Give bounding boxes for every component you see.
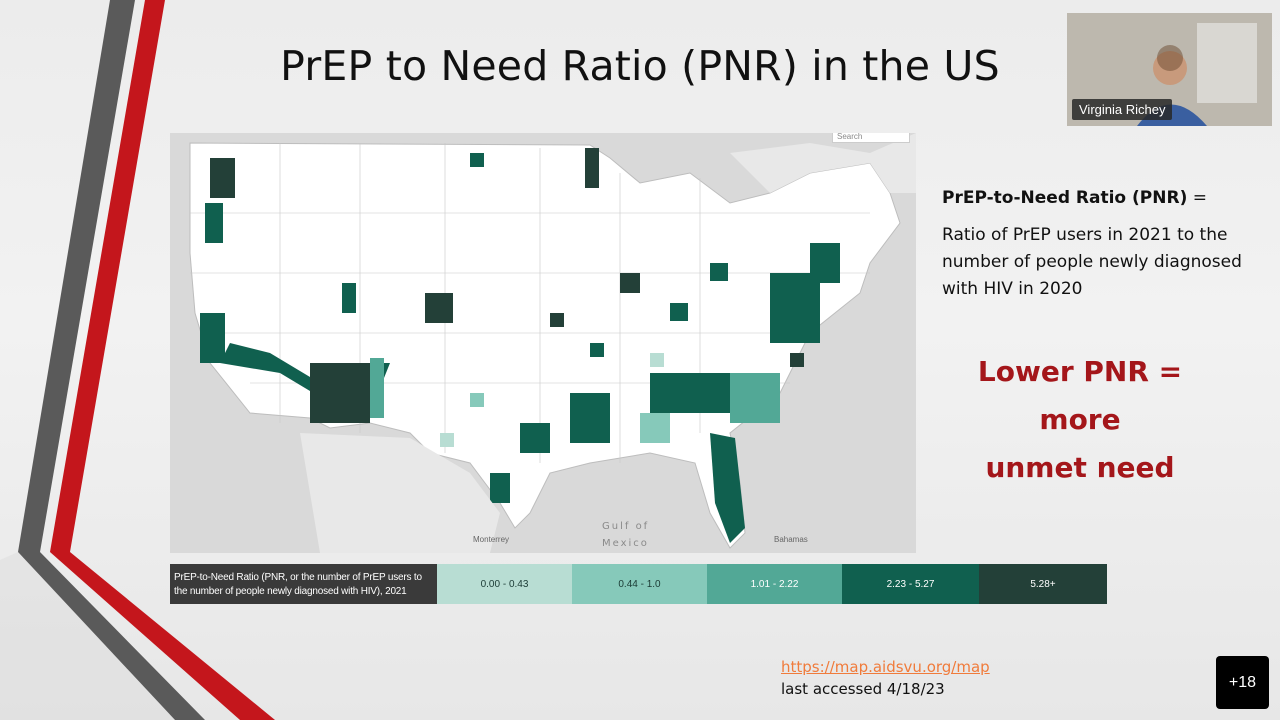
emphasis-block: Lower PNR = more unmet need xyxy=(950,348,1210,492)
participant-name: Virginia Richey xyxy=(1072,99,1173,120)
legend-bin-1: 0.00 - 0.43 xyxy=(437,564,572,604)
city-label-monterrey: Monterrey xyxy=(473,535,510,544)
emphasis-line-2: more xyxy=(1039,403,1121,436)
ocean-label-mexico: Mexico xyxy=(602,538,649,549)
map-search-box[interactable]: Search xyxy=(832,133,910,143)
emphasis-line-1: Lower PNR = xyxy=(977,355,1183,388)
emphasis-line-3: unmet need xyxy=(985,451,1175,484)
source-link[interactable]: https://map.aidsvu.org/map xyxy=(781,658,990,676)
definition-block: PrEP-to-Need Ratio (PNR) = Ratio of PrEP… xyxy=(942,185,1242,303)
participant-video-tile[interactable]: Virginia Richey xyxy=(1067,13,1272,126)
map-legend: PrEP-to-Need Ratio (PNR, or the number o… xyxy=(170,564,1107,604)
source-citation: https://map.aidsvu.org/map last accessed… xyxy=(781,656,990,700)
definition-term: PrEP-to-Need Ratio (PNR) xyxy=(942,188,1188,208)
ocean-label-gulf: Gulf of xyxy=(602,521,650,532)
definition-equals: = xyxy=(1192,188,1207,208)
decorative-stripes xyxy=(0,0,275,720)
legend-title: PrEP-to-Need Ratio (PNR, or the number o… xyxy=(170,564,437,604)
legend-bin-2: 0.44 - 1.0 xyxy=(572,564,707,604)
county-patches xyxy=(200,148,840,543)
map-canvas xyxy=(170,133,916,553)
legend-bin-4: 2.23 - 5.27 xyxy=(842,564,979,604)
legend-bin-5: 5.28+ xyxy=(979,564,1107,604)
legend-bin-3: 1.01 - 2.22 xyxy=(707,564,842,604)
source-note: last accessed 4/18/23 xyxy=(781,680,945,698)
definition-text: Ratio of PrEP users in 2021 to the numbe… xyxy=(942,225,1242,299)
more-participants-button[interactable]: +18 xyxy=(1216,656,1269,709)
city-label-bahamas: Bahamas xyxy=(774,535,808,544)
slide-title: PrEP to Need Ratio (PNR) in the US xyxy=(280,42,1000,90)
us-county-map[interactable]: Search Gulf of Mexico Monterrey Bahamas xyxy=(170,133,916,553)
